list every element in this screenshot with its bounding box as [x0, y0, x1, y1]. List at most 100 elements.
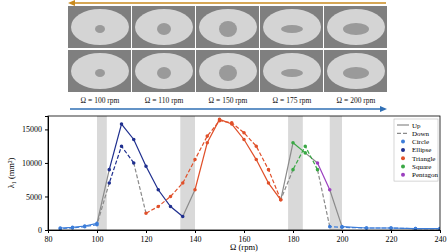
arrow-head	[380, 106, 387, 112]
photo-background	[324, 50, 387, 92]
x-tick-label: 100	[92, 235, 104, 244]
photo-bowl	[71, 53, 129, 89]
shaded-region	[330, 116, 342, 230]
branch-line	[60, 225, 97, 229]
legend-label: Up	[412, 122, 421, 130]
photo-bowl	[263, 53, 321, 89]
data-point	[132, 161, 136, 165]
data-point	[365, 226, 369, 230]
photo-label: Ω = 200 rpm	[337, 96, 376, 105]
data-point	[71, 226, 75, 230]
photo-interface	[219, 65, 237, 81]
branch-line	[293, 146, 318, 169]
photo	[324, 6, 387, 48]
photo-interface	[343, 23, 369, 35]
x-tick-mark	[195, 230, 196, 233]
data-point	[83, 224, 87, 228]
x-tick-label: 120	[141, 235, 153, 244]
legend-label: Pentagon	[412, 171, 439, 179]
x-tick: 120	[141, 230, 153, 244]
photo-interface	[157, 23, 171, 35]
data-point	[291, 141, 295, 145]
data-point	[414, 227, 418, 230]
data-point	[389, 226, 393, 230]
x-tick: 240	[435, 230, 447, 244]
photo-background	[196, 50, 259, 92]
x-tick-label: 240	[435, 235, 447, 244]
y-tick: 15000	[22, 125, 48, 134]
photo-interface	[343, 67, 369, 79]
photo	[196, 6, 259, 48]
y-tick: 0	[38, 226, 48, 235]
photo	[196, 50, 259, 92]
y-tick: 10000	[22, 159, 48, 168]
x-tick: 100	[92, 230, 104, 244]
photo-label: Ω = 150 rpm	[209, 96, 248, 105]
legend-line	[397, 133, 409, 134]
data-point	[389, 226, 393, 230]
photo-label: Ω = 110 rpm	[145, 96, 184, 105]
data-point	[156, 205, 160, 209]
data-point	[316, 161, 320, 165]
y-tick-mark	[45, 129, 48, 130]
data-point	[340, 226, 344, 230]
y-tick-label: 5000	[26, 193, 42, 202]
photo	[132, 50, 195, 92]
data-point	[71, 226, 75, 230]
branch-connector	[97, 183, 109, 225]
photo-label: Ω = 175 rpm	[273, 96, 312, 105]
figure: Ω = 100 rpm Ω = 110 rpm Ω = 150 rpm Ω = 175…	[0, 0, 448, 252]
data-point	[205, 134, 209, 138]
branch-connector	[318, 170, 330, 227]
y-axis: 0 5000 10000 15000	[22, 117, 49, 236]
legend-label: Square	[412, 163, 431, 171]
data-point	[242, 131, 246, 135]
photo-strip	[68, 6, 387, 92]
x-tick-label: 220	[386, 235, 398, 244]
legend-label: Circle	[412, 138, 429, 146]
data-point	[120, 122, 124, 126]
data-point	[144, 211, 148, 215]
data-point	[230, 121, 234, 125]
x-tick-mark	[146, 230, 147, 233]
data-point	[181, 181, 185, 185]
legend-line	[397, 124, 409, 125]
legend-marker	[401, 165, 405, 169]
data-point	[316, 168, 320, 172]
shaded-region	[180, 116, 195, 230]
x-tick: 180	[288, 230, 300, 244]
photo-background	[196, 6, 259, 48]
y-tick-mark	[45, 196, 48, 197]
x-axis-title: Ω (rpm)	[230, 242, 258, 252]
data-point	[328, 225, 332, 229]
branch-line	[146, 121, 281, 214]
y-tick-mark	[45, 163, 48, 164]
arrow-down-sweep	[74, 2, 386, 4]
legend-label: Down	[412, 130, 430, 138]
x-tick-mark	[342, 230, 343, 233]
legend-marker	[401, 148, 405, 152]
branch-line	[195, 119, 281, 199]
branch-line	[60, 223, 97, 228]
legend-marker	[401, 173, 405, 177]
photo	[260, 6, 323, 48]
photo	[132, 6, 195, 48]
data-point	[107, 181, 111, 185]
data-point	[303, 144, 307, 148]
plot-frame	[48, 116, 440, 230]
photo-background	[68, 50, 131, 92]
photo-bowl	[135, 9, 193, 45]
photo-background	[260, 50, 323, 92]
photo-label: Ω = 100 rpm	[81, 96, 120, 105]
data-point	[193, 158, 197, 162]
data-point	[340, 225, 344, 229]
data-point	[181, 215, 185, 219]
data-point	[279, 198, 283, 202]
photo-interface	[219, 21, 237, 37]
photo	[260, 50, 323, 92]
data-point	[107, 168, 111, 172]
branch-line	[293, 143, 305, 153]
data-point	[254, 144, 258, 148]
data-point	[193, 188, 197, 192]
data-point	[291, 168, 295, 172]
